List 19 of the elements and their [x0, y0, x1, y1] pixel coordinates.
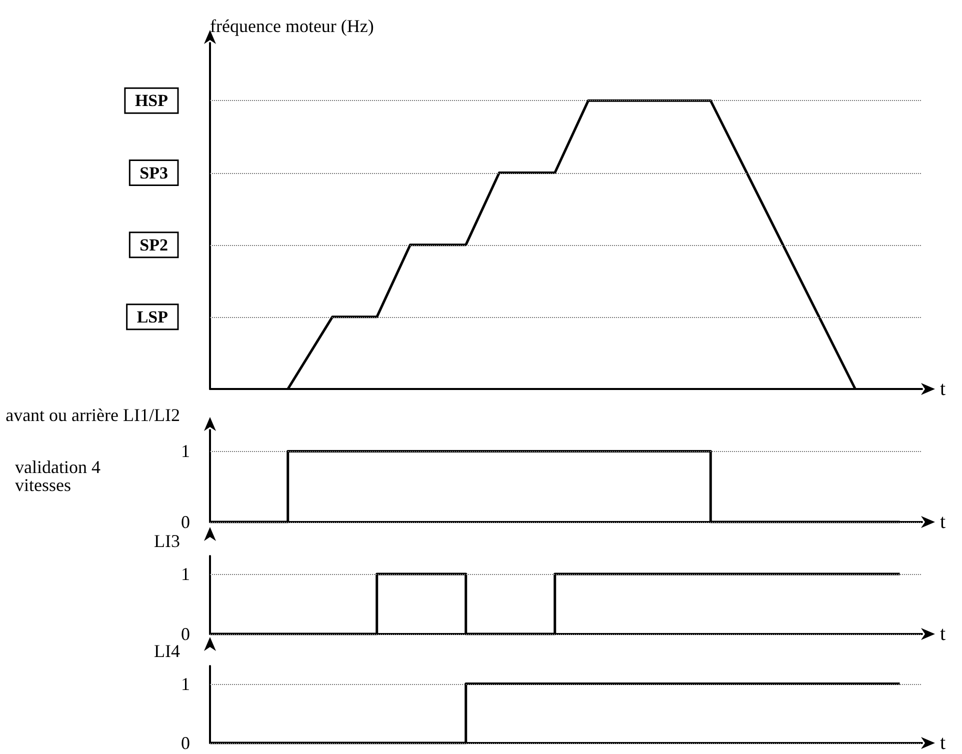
ref-line-label: SP2	[140, 235, 168, 254]
ref-line-label: 0	[181, 624, 190, 644]
x-axis-title: t	[940, 378, 946, 400]
x-axis-title: t	[940, 732, 946, 754]
ref-line-label: 1	[181, 564, 190, 584]
y-axis-title: avant ou arrière LI1/LI2	[6, 405, 180, 425]
x-axis-title: t	[940, 511, 946, 533]
y-axis-title: LI4	[154, 641, 180, 661]
ref-line-label: HSP	[134, 91, 168, 110]
ref-line-label: 0	[181, 512, 190, 532]
ref-line-label: 1	[181, 441, 190, 462]
y-axis-title: fréquence moteur (Hz)	[210, 16, 374, 36]
ref-line-label: 1	[181, 674, 190, 694]
ref-line-label: 0	[181, 733, 190, 753]
text: validation 4 vitesses	[15, 457, 105, 495]
x-axis-title: t	[940, 623, 946, 645]
ref-line-label: SP3	[140, 163, 168, 182]
y-axis-title: LI3	[154, 531, 180, 551]
ref-line-label: LSP	[136, 307, 168, 326]
